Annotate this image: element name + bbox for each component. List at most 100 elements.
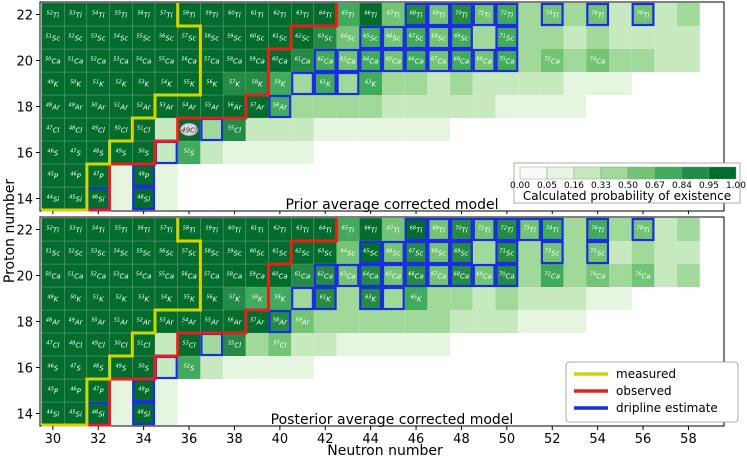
colorbar-swatch (627, 166, 656, 180)
measured-boundary (41, 3, 202, 212)
nuclide-label: 58Ca (227, 272, 243, 281)
colorbar-swatch (654, 166, 683, 180)
nuclide-label: 49P (138, 387, 149, 396)
nuclide-cell (472, 72, 496, 95)
nuclide-label: 54K (161, 295, 173, 304)
dripline-cell (472, 217, 496, 242)
nuclide-cell (404, 95, 428, 118)
nuclide-label: 53Ar (159, 318, 174, 327)
nuclide-cell (518, 26, 541, 49)
nuclide-cell (268, 95, 292, 118)
dripline-cell (495, 2, 519, 27)
nuclide-label: 51Ca (68, 272, 84, 281)
nuclide-cell (540, 3, 564, 26)
nuclide-cell (155, 402, 178, 425)
nuclide-label: 73Ti (523, 226, 536, 235)
nuclide-cell (563, 3, 587, 26)
dripline-cell (404, 263, 428, 288)
nuclide-label: 66Ti (364, 226, 377, 235)
nuclide-cell (359, 26, 382, 49)
nuclide-label: 67Ti (387, 226, 400, 235)
nuclide-cell (677, 241, 700, 264)
nuclide-label: 66Ca (408, 57, 424, 66)
nuclide-label: 70Ti (455, 11, 468, 20)
nuclide-cell (268, 333, 292, 356)
nuclide-cell (336, 287, 360, 310)
nuclide-label: 55Ti (115, 11, 128, 20)
nuclide-cell (518, 218, 541, 241)
nuclide-cell (518, 264, 541, 287)
y-tick-label: 20 (16, 270, 33, 285)
nuclide-cell (472, 310, 496, 333)
nuclide-label: 51Cl (137, 341, 150, 350)
colorbar-tick-label: 0.84 (672, 181, 692, 191)
x-tick-label: 36 (181, 432, 198, 447)
nuclide-cell (495, 310, 519, 333)
nuclide-label: 52Ca (90, 57, 106, 66)
nuclide-label: 58Ar (273, 318, 288, 327)
x-tick-label: 58 (680, 432, 697, 447)
nuclide-label: 47Cl (46, 341, 59, 350)
nuclide-label: 59K (274, 80, 286, 89)
nuclide-cell (654, 241, 678, 264)
nuclide-cell (313, 264, 337, 287)
nuclide-label: 66Sc (386, 249, 401, 258)
nuclide-cell (450, 310, 473, 333)
nuclide-cell (563, 49, 587, 72)
nuclide-cell (291, 72, 314, 95)
nuclide-label: 72Ti (501, 11, 514, 20)
nuclide-label: 51K (93, 295, 105, 304)
nuclide-label: 74Ca (590, 57, 606, 66)
nuclide-cell (540, 264, 564, 287)
nuclide-label: 53Ti (69, 11, 82, 20)
nuclide-cell (382, 287, 405, 310)
nuclide-cell (563, 95, 587, 118)
colorbar-tick-label: 1.00 (726, 181, 746, 191)
nuclide-label: 76Ca (635, 272, 651, 281)
nuclide-cell (382, 264, 405, 287)
nuclide-label: 50K (70, 295, 82, 304)
nuclide-label: 52Ar (137, 318, 152, 327)
nuclide-label: 44Si (46, 195, 59, 204)
nuclide-cell (586, 241, 609, 264)
x-tick-label: 54 (589, 432, 606, 447)
nuclide-cell (472, 95, 496, 118)
legend: measured observed dripline estimate (565, 361, 739, 423)
dripline-cell (359, 48, 383, 73)
nuclide-label: 64Ca (363, 57, 379, 66)
nuclide-label: 46Si (92, 410, 105, 419)
nuclide-label: 54Ar (182, 318, 197, 327)
nuclide-label: 52Ar (137, 103, 152, 112)
nuclide-cell (291, 287, 314, 310)
nuclide-label: 44Si (46, 410, 59, 419)
nuclide-cell (404, 3, 428, 26)
dripline-cell (495, 240, 519, 265)
nuclide-cell (472, 264, 496, 287)
nuclide-cell (336, 264, 360, 287)
nuclide-label: 59Sc (227, 34, 242, 43)
nuclide-cell (563, 264, 587, 287)
nuclide-cell (563, 26, 587, 49)
nuclide-label: 47P (93, 387, 104, 396)
nuclide-cell (245, 141, 269, 164)
nuclide-cell (609, 72, 632, 95)
nuclide-label: 48S (93, 149, 104, 158)
nuclide-label: 63Ti (296, 226, 309, 235)
nuclide-label: 71Sc (500, 249, 515, 258)
nuclide-cell (223, 333, 246, 356)
nuclide-cell (540, 287, 564, 310)
nuclide-label: 54Ca (136, 272, 152, 281)
nuclide-label: 70Ti (455, 226, 468, 235)
nuclide-cell (586, 72, 609, 95)
nuclide-label: 54Sc (114, 249, 129, 258)
nuclide-cell (540, 72, 564, 95)
nuclide-cell (518, 95, 541, 118)
nuclide-label: 50S (138, 364, 149, 373)
axes-overlays: 30 32 34 36 38 40 42 44 46 48 50 52 54 56 58 (45, 211, 697, 447)
nuclide-cell (472, 26, 496, 49)
nuclide-label: 53Ca (113, 57, 129, 66)
nuclide-cell (200, 333, 224, 356)
dripline-cell (359, 286, 383, 311)
nuclide-cell (427, 333, 451, 356)
nuclide-label: 74Ca (590, 272, 606, 281)
